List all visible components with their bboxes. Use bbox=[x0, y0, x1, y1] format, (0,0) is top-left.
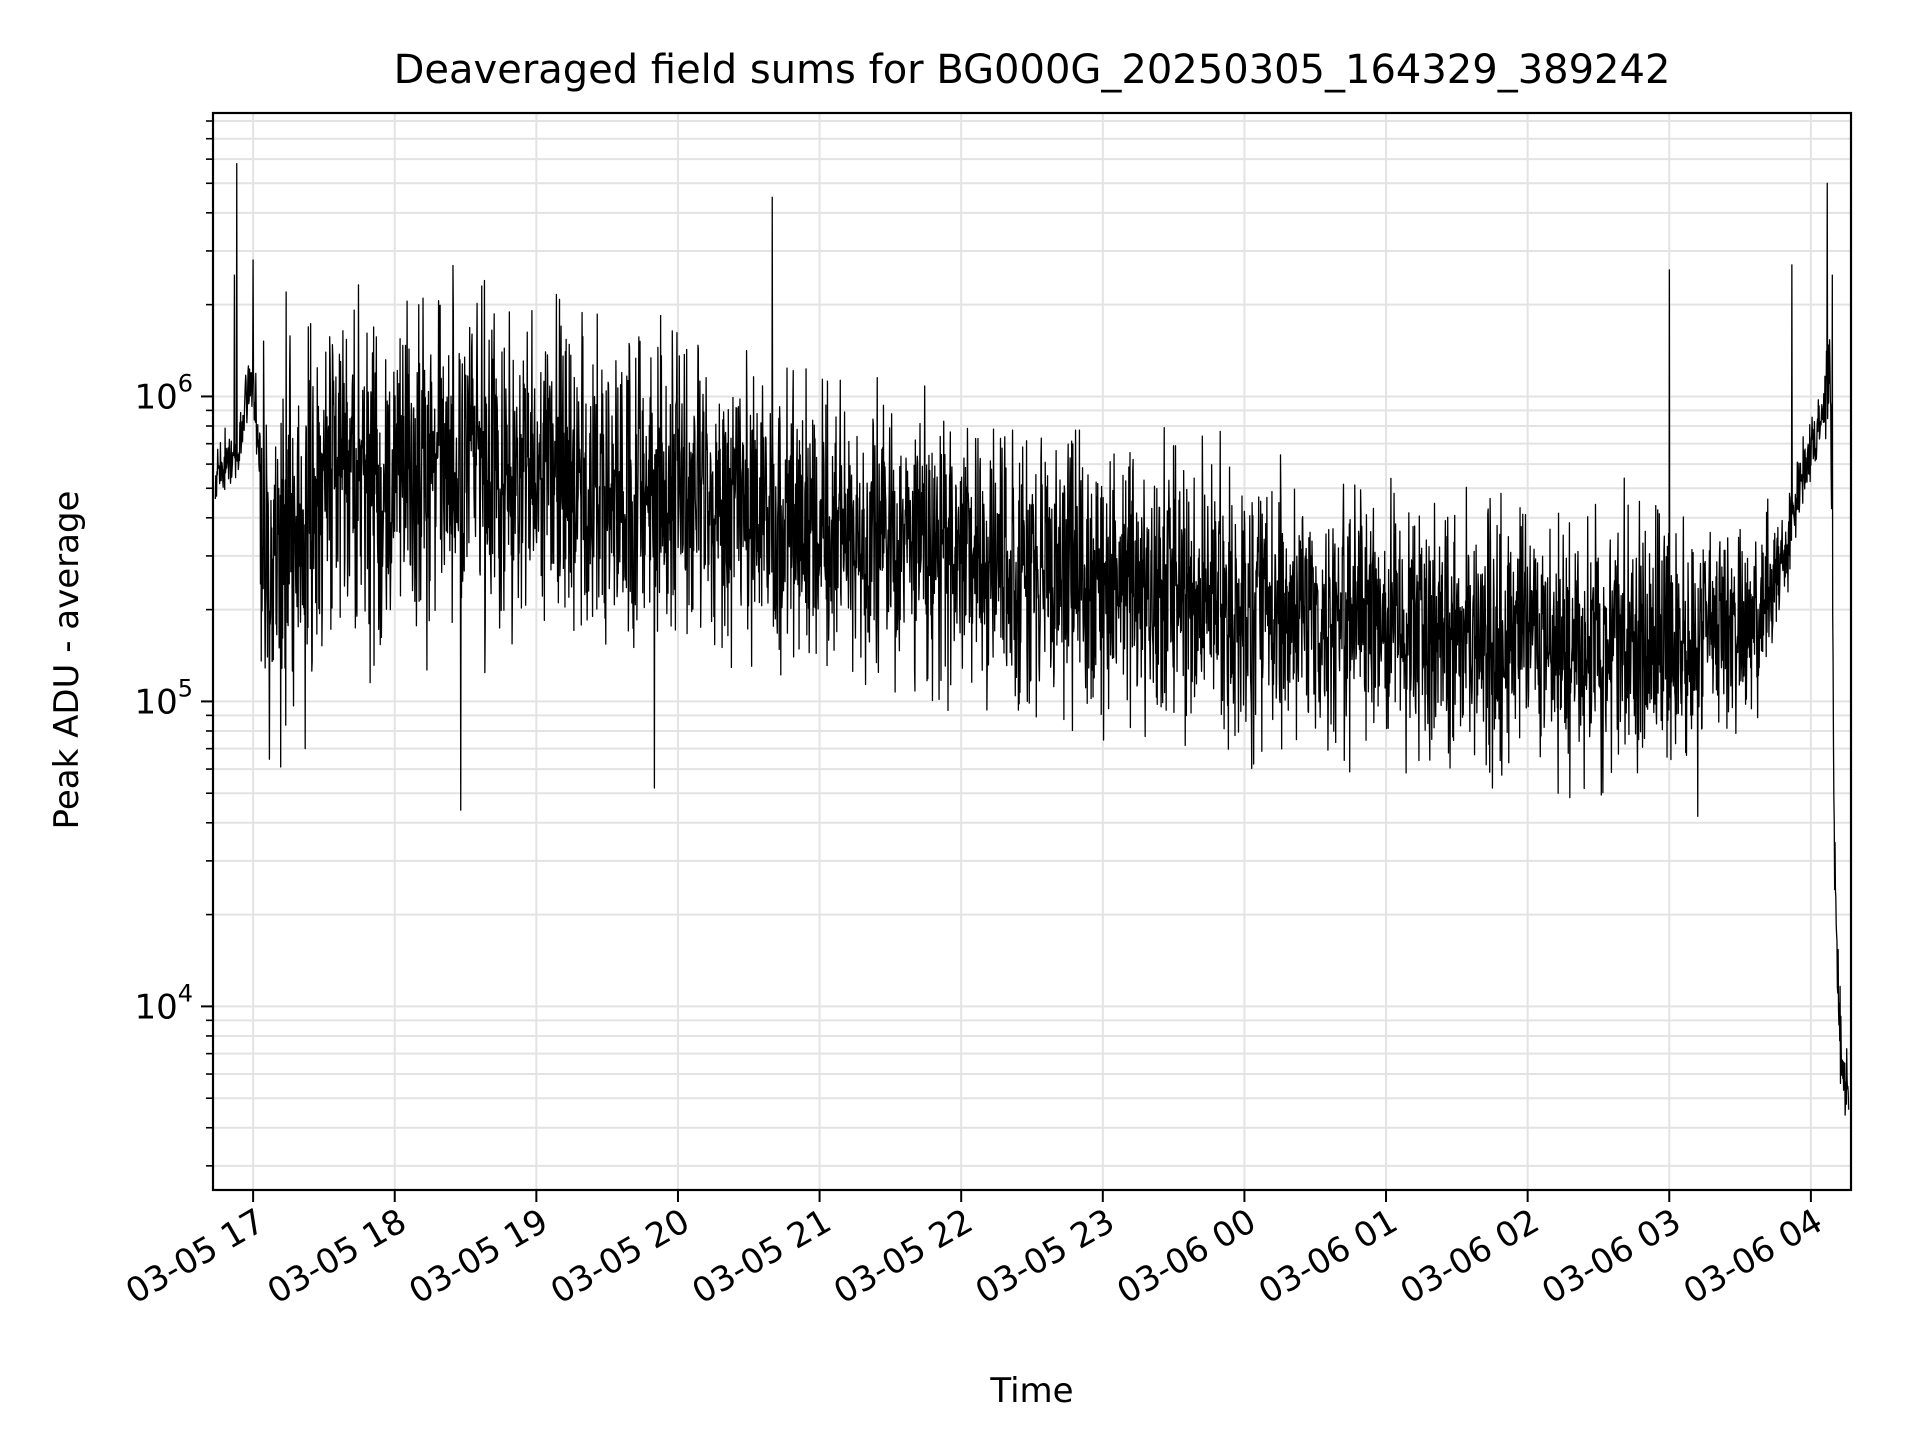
x-axis-label: Time bbox=[989, 1371, 1073, 1411]
x-tick-label: 03-06 01 bbox=[1252, 1201, 1404, 1312]
x-tick-label: 03-05 17 bbox=[119, 1201, 271, 1312]
y-tick-label: 105 bbox=[134, 674, 193, 722]
x-tick-label: 03-05 18 bbox=[261, 1201, 413, 1312]
series-layer bbox=[214, 162, 1850, 1116]
series-line bbox=[214, 162, 1850, 1116]
x-tick-label: 03-06 04 bbox=[1677, 1201, 1829, 1312]
chart-title: Deaveraged field sums for BG000G_2025030… bbox=[394, 47, 1671, 93]
y-tick-label: 106 bbox=[134, 369, 193, 417]
x-tick-label: 03-06 03 bbox=[1535, 1201, 1687, 1312]
x-tick-label: 03-05 20 bbox=[544, 1201, 696, 1312]
x-tick-label: 03-06 00 bbox=[1111, 1201, 1263, 1312]
grid bbox=[213, 113, 1851, 1190]
x-tick-label: 03-05 19 bbox=[402, 1201, 554, 1312]
x-tick-label: 03-05 23 bbox=[969, 1201, 1121, 1312]
x-tick-label: 03-05 21 bbox=[686, 1201, 838, 1312]
x-tick-label: 03-06 02 bbox=[1394, 1201, 1546, 1312]
y-tick-label: 104 bbox=[134, 979, 193, 1027]
plot-frame bbox=[211, 111, 1853, 1192]
y-axis-label: Peak ADU - average bbox=[47, 491, 87, 830]
x-tick-label: 03-05 22 bbox=[827, 1201, 979, 1312]
